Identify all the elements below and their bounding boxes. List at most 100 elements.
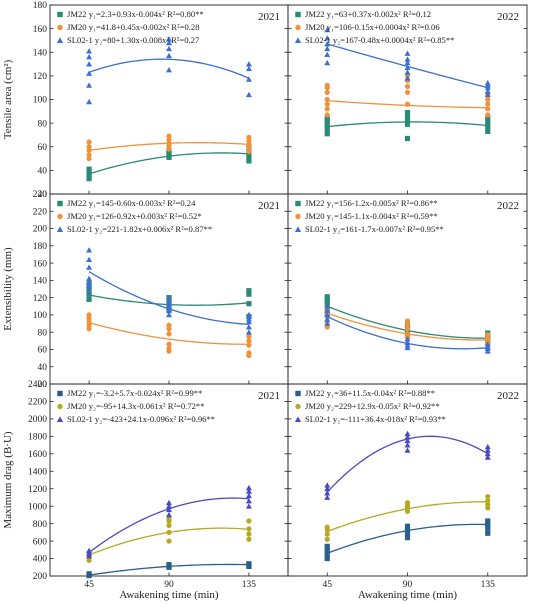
data-point [404,101,411,107]
data-point [404,535,411,541]
legend-marker [295,403,301,410]
y-tick-label: 80 [38,119,48,129]
data-point [324,551,330,557]
data-point [404,339,411,345]
data-point [166,322,172,328]
y-axis-label: Tensile area (cm²) [2,59,14,139]
legend-entry: JM20 y₁=41.8+0.45x-0.002x² R²=0.28 [67,22,200,32]
data-point [484,91,491,98]
data-point [245,488,252,494]
panel-3-2022: 45 90 135 JM22 y₁=36+11.5x-0.04x² R²=0.88**… [287,383,528,590]
data-point [404,121,411,127]
data-point [324,59,331,66]
panel-2-2021: 20 40 60 80 100 120 140 160 180 200 220 240 JM22 y₁=… [33,190,289,390]
legend-marker [57,11,63,18]
data-point [404,326,411,332]
data-point [404,336,411,342]
data-point [484,79,491,86]
data-point [404,75,411,81]
data-point [484,450,491,457]
data-point [485,498,491,504]
y-tick-label: 800 [33,520,48,530]
plot-frame [49,4,289,195]
data-point [404,500,411,506]
data-point [324,112,330,118]
data-point [324,101,330,107]
data-point [324,297,330,303]
plot-frame [287,193,528,385]
data-point [404,447,411,453]
data-point [485,530,491,536]
y-tick-label: 60 [38,143,48,153]
data-point [485,128,491,134]
data-point [485,101,491,107]
data-point [324,320,331,326]
panel-1-2021: 20 40 60 80 100 120 140 160 180 JM22 y₁=2.3+0.93x… [33,1,289,200]
data-point [86,82,93,88]
data-point [485,493,491,500]
legend: JM22 y₁=36+11.5x-0.04x² R²=0.88** JM20 y₂… [294,388,446,424]
data-point [245,61,252,67]
legend-marker [56,416,64,422]
y-tick-label: 100 [33,96,48,106]
legend: JM22 y₁=156-1.2x-0.005x² R²=0.86** JM20 y… [294,198,444,234]
data-point [86,547,93,554]
data-point [404,135,411,142]
data-point [246,518,252,524]
data-point [86,571,92,577]
data-point [324,127,330,133]
data-point [86,61,93,67]
data-point [246,342,252,348]
data-point [324,82,330,88]
y-tick-label: 2400 [28,380,47,390]
legend-marker [295,390,301,397]
data-point [166,341,172,347]
panel-3-2021: 200 400 600 800 1000 1200 1400 1600 1800 2000 2200… [28,380,289,590]
y-tick-label: 20 [38,380,48,390]
data-point [324,543,330,549]
data-point [166,306,172,313]
data-point [166,299,172,306]
y-tick-label: 200 [33,225,48,235]
year-label: 2021 [258,390,280,402]
y-tick-label: 240 [33,190,48,200]
data-point [404,89,411,96]
legend: JM22 y₁=63+0.37x-0.002x² R²=0.12 JM20 y₁=… [294,9,454,45]
data-point [246,158,252,164]
data-point [324,35,331,41]
data-point [404,430,411,437]
legend-entry: SL02-1 y₂=80+1.30x-0.008x² R²=0.27 [67,35,200,45]
data-point [324,482,331,488]
data-point [324,45,331,52]
legend-marker [295,24,301,31]
legend-entry: JM22 y₁=-3.2+5.7x-0.024x² R²=0.99** [67,388,202,398]
data-point [166,511,172,518]
data-point [324,555,330,562]
data-point [166,133,172,139]
data-point [86,152,92,158]
data-point [404,530,411,536]
data-point [166,503,172,509]
data-point [86,70,93,76]
series-SL02-1 [324,26,491,98]
series-JM22 [324,109,491,142]
data-point [324,40,331,47]
data-point [86,166,92,172]
y-tick-label: 2200 [28,398,47,408]
data-point [404,118,411,124]
x-tick-label: 90 [403,580,413,590]
data-point [166,52,172,59]
legend-marker [56,226,64,232]
data-point [404,69,411,75]
y-tick-label: 160 [33,259,48,269]
year-label: 2022 [497,390,519,402]
series-SL02-1 [86,484,252,559]
data-point [246,134,252,140]
y-tick-label: 100 [33,311,48,321]
data-point [166,529,172,535]
data-point [166,311,172,318]
data-point [324,311,331,318]
data-point [86,172,92,178]
data-point [166,66,172,73]
data-point [484,447,491,453]
